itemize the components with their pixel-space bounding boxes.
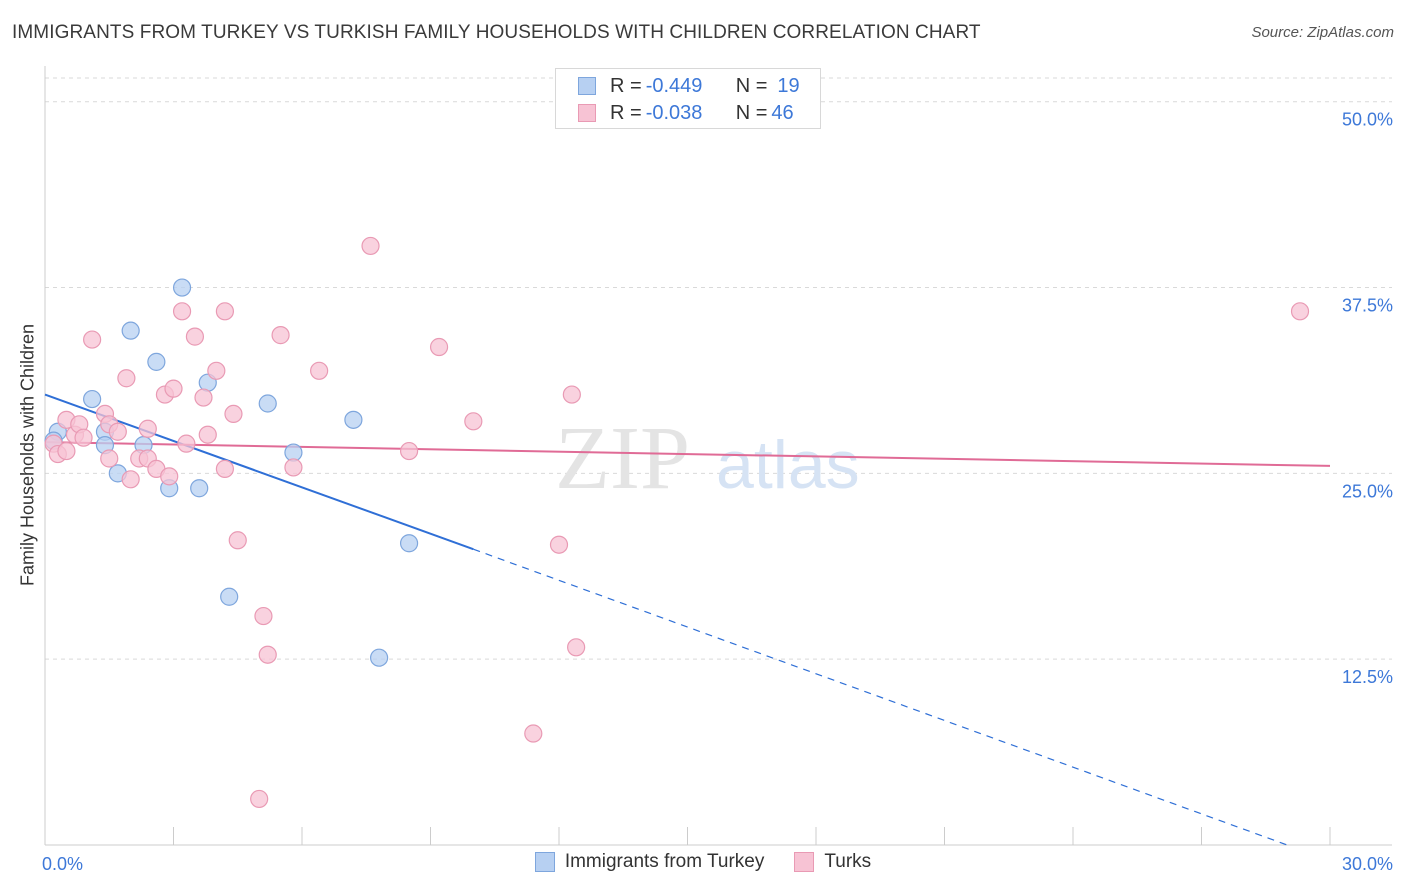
x-tick-label: 0.0% [42,854,83,874]
legend-n-label: N = [735,101,768,124]
series-swatch-pink [794,852,815,872]
y-tick-label: 37.5% [1342,296,1393,316]
turks-point [194,388,213,407]
turks-point [117,369,136,388]
legend-r-label: R = [610,101,642,124]
legend-r-value: -0.038 [645,101,703,124]
legend-r-value: -0.449 [645,74,703,97]
turks-point [177,434,196,453]
series-legend-item-turks: Turks [794,851,871,873]
immigrants-point [220,587,239,606]
turks-point [164,379,183,398]
turks-point [271,326,290,345]
turks-trendline [44,441,1331,467]
turks-point [198,425,217,444]
legend-row-turks: R = -0.038 N = 46 [578,101,794,125]
legend-swatch-blue [578,77,596,95]
turks-point [224,404,243,424]
immigrants-point [258,394,277,413]
turks-point [258,645,277,664]
legend-n-value: 19 [777,74,800,97]
turks-point [138,419,157,438]
immigrants-point [190,479,209,498]
immigrants-point [370,648,389,667]
turks-point [562,385,581,404]
correlation-legend: R = -0.449 N = 19 R = -0.038 N = 46 [555,68,821,129]
immigrants-point [172,278,192,297]
point-layer [44,236,1310,809]
turks-point [160,467,179,486]
immigrants-point [147,352,166,371]
turks-point [228,531,247,550]
y-tick-label: 25.0% [1342,481,1393,501]
immigrants-point [399,534,419,553]
series-name-turks: Turks [824,851,872,872]
watermark-atlas: atlas [716,427,860,503]
turks-point [207,361,226,380]
legend-r-label: R = [610,74,642,97]
y-tick-label: 50.0% [1342,110,1393,130]
turks-point [429,337,449,357]
turks-point [524,724,543,743]
turks-point [464,412,483,431]
turks-point [74,428,93,447]
turks-point [567,638,586,657]
turks-point [83,330,102,349]
turks-point [172,302,192,321]
axis-layer: 12.5% 25.0% 37.5% 50.0% 0.0% 30.0% [42,66,1393,874]
turks-point [254,606,273,626]
y-tick-label: 12.5% [1342,667,1393,687]
watermark: ZIP atlas [555,409,860,508]
legend-swatch-pink [578,104,596,122]
source-label: Source: ZipAtlas.com [1251,24,1394,41]
legend-n-label: N = [735,74,768,97]
turks-point [250,789,269,809]
turks-point [1290,302,1310,321]
turks-point [399,441,419,461]
turks-point [284,458,303,477]
turks-point [121,470,140,489]
chart-title: IMMIGRANTS FROM TURKEY VS TURKISH FAMILY… [12,22,981,43]
turks-point [57,441,76,461]
turks-point [215,459,234,479]
y-axis-label: Family Households with Children [17,323,38,587]
watermark-zip: ZIP [555,409,690,508]
immigrants-point [83,389,102,409]
legend-n-value: 46 [771,101,794,124]
immigrants-point [121,321,140,340]
series-legend-item-immigrants: Immigrants from Turkey [534,851,765,873]
turks-point [310,361,329,380]
grid-layer [45,77,1392,660]
turks-point [361,236,380,256]
series-name-immigrants: Immigrants from Turkey [564,851,765,872]
turks-point [108,422,127,441]
legend-row-immigrants: R = -0.449 N = 19 [578,74,800,98]
turks-point [185,327,205,346]
immigrants-point [344,410,363,429]
turks-point [100,449,119,468]
turks-point [549,535,569,554]
series-swatch-blue [534,852,555,872]
turks-point [215,302,234,321]
x-tick-label: 30.0% [1342,854,1393,874]
immigrants-trendline-extension [473,548,1288,846]
series-legend: Immigrants from Turkey Turks [0,851,1406,873]
